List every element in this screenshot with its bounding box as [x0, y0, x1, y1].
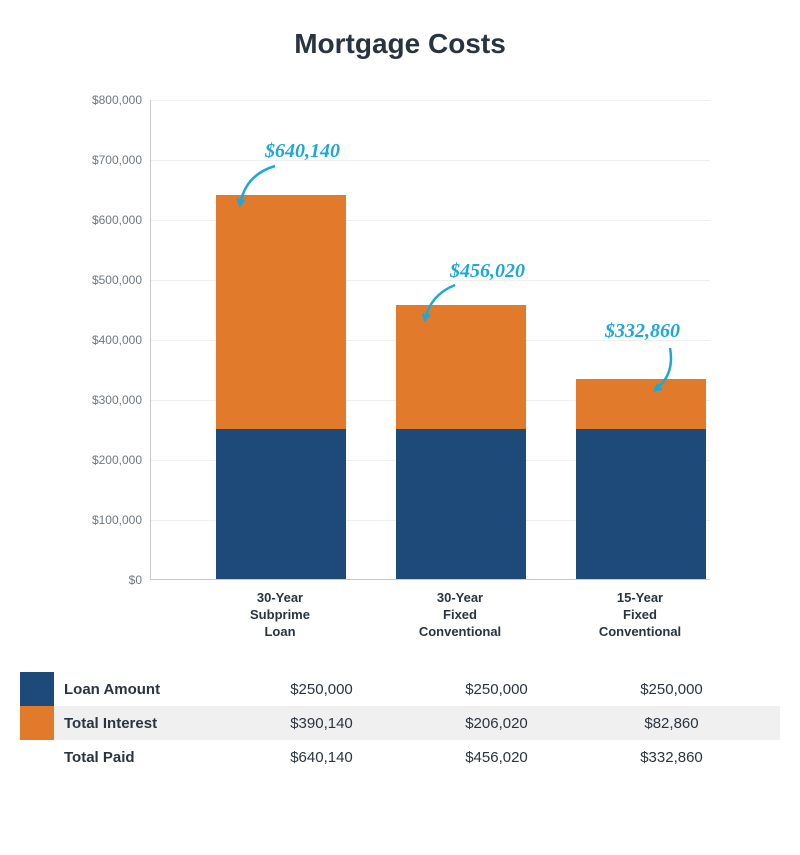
- row-label: Loan Amount: [54, 681, 234, 698]
- y-tick-label: $600,000: [52, 213, 142, 227]
- table-cell: $206,020: [409, 715, 584, 732]
- bar-annotation: $456,020: [450, 260, 525, 283]
- y-tick-label: $100,000: [52, 513, 142, 527]
- y-tick-label: $700,000: [52, 153, 142, 167]
- gridline: [151, 160, 710, 161]
- bar-segment-loan: [216, 429, 346, 579]
- bar-segment-loan: [396, 429, 526, 579]
- x-axis-label: 30-Year Fixed Conventional: [395, 590, 525, 641]
- y-axis: $0$100,000$200,000$300,000$400,000$500,0…: [50, 100, 150, 580]
- table-cell: $456,020: [409, 749, 584, 766]
- bar: [396, 305, 526, 579]
- table-cell: $640,140: [234, 749, 409, 766]
- bar-annotation: $332,860: [605, 320, 680, 343]
- gridline: [151, 100, 710, 101]
- bar-segment-interest: [396, 305, 526, 429]
- y-tick-label: $500,000: [52, 273, 142, 287]
- chart-title: Mortgage Costs: [0, 0, 800, 70]
- bar: [216, 195, 346, 579]
- x-axis-label: 30-Year Subprime Loan: [215, 590, 345, 641]
- bar-segment-interest: [576, 379, 706, 429]
- bar-segment-interest: [216, 195, 346, 429]
- table-cell: $332,860: [584, 749, 759, 766]
- bar-segment-loan: [576, 429, 706, 579]
- legend-swatch: [20, 706, 54, 740]
- y-tick-label: $800,000: [52, 93, 142, 107]
- row-label: Total Paid: [54, 749, 234, 766]
- table-cell: $250,000: [234, 681, 409, 698]
- table-cell: $250,000: [584, 681, 759, 698]
- row-label: Total Interest: [54, 715, 234, 732]
- legend-swatch: [20, 740, 54, 774]
- y-tick-label: $400,000: [52, 333, 142, 347]
- table-cell: $82,860: [584, 715, 759, 732]
- bar: [576, 379, 706, 579]
- data-table: Loan Amount$250,000$250,000$250,000Total…: [20, 672, 780, 774]
- chart-area: $0 $100,000 $200,000 $300,000 $400,000 $500,0…: [50, 70, 750, 660]
- y-tick-label: $200,000: [52, 453, 142, 467]
- y-tick-label: $300,000: [52, 393, 142, 407]
- table-cell: $390,140: [234, 715, 409, 732]
- bar-annotation: $640,140: [265, 140, 340, 163]
- x-axis-label: 15-Year Fixed Conventional: [575, 590, 705, 641]
- table-row: Loan Amount$250,000$250,000$250,000: [20, 672, 780, 706]
- table-row: Total Paid$640,140$456,020$332,860: [20, 740, 780, 774]
- table-cell: $250,000: [409, 681, 584, 698]
- legend-swatch: [20, 672, 54, 706]
- y-tick-label: $0: [52, 573, 142, 587]
- table-row: Total Interest$390,140$206,020$82,860: [20, 706, 780, 740]
- x-axis-labels: 30-Year Subprime Loan 30-Year Fixed Conve…: [150, 590, 710, 650]
